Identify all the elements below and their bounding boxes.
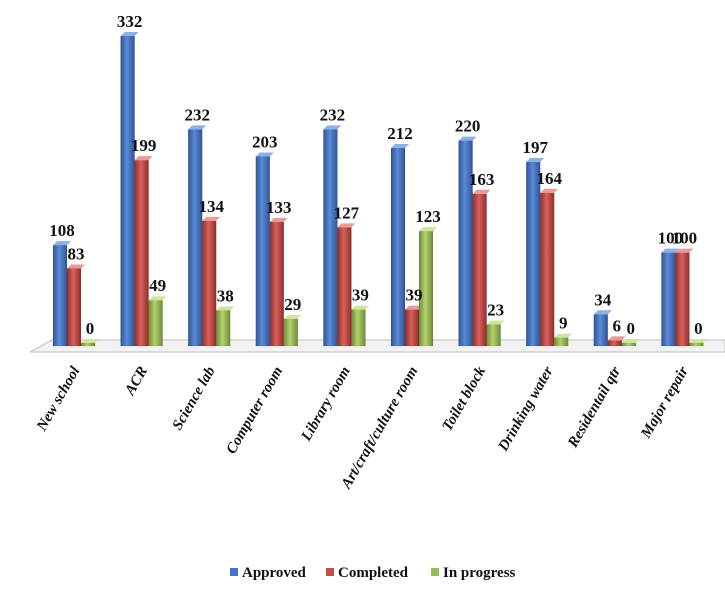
- category-label-art-craft-culture-room: Art/craft/culture room: [338, 364, 421, 492]
- value-label-in-progress-residentail-qtr: 0: [627, 319, 636, 338]
- bar-in-progress-residentail-qtr: [621, 339, 640, 347]
- value-label-approved-computer-room: 203: [252, 132, 278, 151]
- bar-approved-art-craft-culture-room: [390, 144, 409, 347]
- bar-in-progress-art-craft-culture-room: [418, 227, 437, 347]
- legend-swatch-completed: [326, 568, 334, 576]
- legend-swatch-in-progress: [431, 568, 439, 576]
- bar-approved-major-repair: [661, 248, 680, 347]
- bar-completed-new-school: [66, 264, 85, 347]
- legend-label-in-progress: In progress: [443, 565, 516, 581]
- category-label-toilet-block: Toilet block: [439, 364, 489, 434]
- value-label-approved-art-craft-culture-room: 212: [387, 124, 413, 143]
- value-label-completed-library-room: 127: [334, 203, 360, 222]
- bar-completed-major-repair: [675, 248, 694, 347]
- bars-layer: [52, 32, 708, 347]
- category-label-computer-room: Computer room: [223, 364, 286, 457]
- value-label-in-progress-acr: 49: [149, 276, 166, 295]
- value-label-approved-drinking-water: 197: [522, 138, 548, 157]
- value-label-in-progress-drinking-water: 9: [559, 314, 568, 333]
- bar-approved-residentail-qtr: [593, 310, 612, 347]
- bar-in-progress-library-room: [351, 305, 370, 347]
- legend-swatch-approved: [230, 568, 238, 576]
- value-labels-layer: 108 83 0 332 199 49 232 134 38 203 133 29 232 127 39 21…: [49, 12, 702, 338]
- legend-label-approved: Approved: [242, 565, 307, 581]
- legend-item-in-progress: In progress: [431, 565, 516, 581]
- value-label-approved-science-lab: 232: [184, 105, 210, 124]
- value-label-completed-residentail-qtr: 6: [613, 316, 622, 335]
- bar-in-progress-major-repair: [689, 339, 708, 347]
- legend-label-completed: Completed: [338, 565, 409, 581]
- category-label-major-repair: Major repair: [638, 364, 692, 442]
- value-label-completed-toilet-block: 163: [469, 170, 495, 189]
- category-label-library-room: Library room: [298, 364, 354, 445]
- legend-item-approved: Approved: [230, 565, 307, 581]
- category-label-acr: ACR: [122, 364, 151, 399]
- value-label-completed-science-lab: 134: [198, 197, 224, 216]
- bar-completed-computer-room: [269, 217, 288, 347]
- category-label-drinking-water: Drinking water: [495, 364, 557, 455]
- category-label-science-lab: Science lab: [170, 364, 219, 433]
- bar-completed-drinking-water: [539, 188, 559, 347]
- bar-completed-science-lab: [201, 216, 221, 347]
- bar-in-progress-drinking-water: [553, 333, 573, 347]
- bar-in-progress-science-lab: [215, 306, 235, 347]
- value-label-completed-acr: 199: [131, 136, 157, 155]
- value-label-in-progress-science-lab: 38: [217, 287, 234, 306]
- bar-in-progress-toilet-block: [486, 320, 505, 347]
- bar-in-progress-new-school: [80, 339, 99, 347]
- bar-completed-library-room: [337, 223, 356, 347]
- value-label-completed-drinking-water: 164: [536, 169, 562, 188]
- legend: Approved Completed In progress: [230, 565, 516, 581]
- value-label-in-progress-new-school: 0: [86, 319, 95, 338]
- value-label-completed-new-school: 83: [68, 245, 85, 264]
- value-label-approved-major-repair: 100: [658, 229, 684, 248]
- value-label-approved-new-school: 108: [49, 221, 75, 240]
- bar-completed-acr: [134, 156, 153, 347]
- category-label-new-school: New school: [33, 363, 83, 434]
- legend-item-completed: Completed: [326, 565, 409, 581]
- value-label-completed-art-craft-culture-room: 39: [406, 286, 423, 305]
- value-label-in-progress-major-repair: 0: [694, 319, 703, 338]
- bar-completed-art-craft-culture-room: [404, 305, 423, 347]
- bar-approved-computer-room: [255, 152, 274, 347]
- value-label-approved-residentail-qtr: 34: [594, 290, 612, 309]
- value-label-approved-acr: 332: [117, 12, 143, 31]
- category-labels-layer: New school ACR Science lab Computer room Lib…: [33, 363, 691, 492]
- value-label-in-progress-toilet-block: 23: [487, 301, 504, 320]
- bar-in-progress-acr: [148, 296, 167, 347]
- bar-in-progress-computer-room: [283, 314, 302, 347]
- bar-completed-toilet-block: [472, 189, 491, 347]
- value-label-approved-library-room: 232: [320, 105, 346, 124]
- value-label-approved-toilet-block: 220: [455, 117, 481, 136]
- value-label-in-progress-library-room: 39: [352, 286, 369, 305]
- value-label-completed-computer-room: 133: [266, 198, 292, 217]
- value-label-completed-major-repair: 100: [672, 229, 698, 248]
- category-label-residentail-qtr: Residentail qtr: [565, 364, 625, 451]
- value-label-in-progress-computer-room: 29: [284, 295, 301, 314]
- value-label-in-progress-art-craft-culture-room: 123: [415, 207, 441, 226]
